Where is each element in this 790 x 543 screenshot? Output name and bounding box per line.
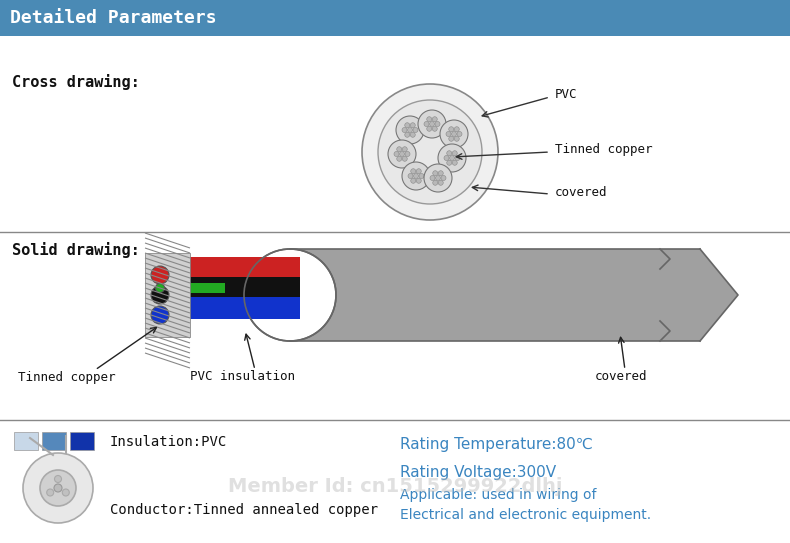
Circle shape [433, 171, 438, 176]
Circle shape [441, 175, 446, 180]
Text: Tinned copper: Tinned copper [555, 143, 653, 156]
Circle shape [457, 131, 462, 136]
Text: Rating Temperature:80℃: Rating Temperature:80℃ [400, 438, 592, 452]
Circle shape [40, 470, 76, 506]
Circle shape [378, 100, 482, 204]
Circle shape [402, 162, 430, 190]
Text: Member Id: cn1515299922dlhj: Member Id: cn1515299922dlhj [228, 477, 562, 496]
Bar [160, 283, 225, 293]
Circle shape [447, 151, 452, 156]
Circle shape [424, 164, 452, 192]
Circle shape [449, 127, 453, 132]
Circle shape [424, 122, 429, 127]
Bar [70, 432, 94, 450]
Circle shape [435, 122, 440, 127]
Circle shape [408, 128, 412, 132]
Circle shape [408, 174, 413, 179]
Circle shape [411, 169, 416, 174]
Circle shape [397, 147, 402, 151]
Circle shape [454, 127, 459, 132]
Circle shape [405, 151, 410, 156]
Polygon shape [700, 249, 738, 341]
Circle shape [438, 144, 466, 172]
Circle shape [440, 120, 468, 148]
Circle shape [430, 175, 435, 180]
Circle shape [244, 249, 336, 341]
Bar [42, 432, 66, 450]
Circle shape [410, 123, 416, 128]
Text: PVC insulation: PVC insulation [190, 370, 295, 383]
Circle shape [362, 84, 498, 220]
Circle shape [55, 476, 62, 483]
Text: PVC: PVC [555, 89, 577, 102]
Circle shape [397, 156, 402, 161]
Bar [145, 253, 190, 337]
Text: Electrical and electronic equipment.: Electrical and electronic equipment. [400, 508, 651, 522]
Bar [160, 257, 300, 277]
Bar [160, 277, 300, 297]
Bar [14, 432, 38, 450]
Circle shape [62, 489, 70, 496]
Circle shape [151, 266, 169, 284]
Circle shape [433, 180, 438, 185]
Circle shape [151, 306, 169, 324]
Bar [160, 297, 300, 319]
Circle shape [413, 128, 418, 132]
Circle shape [435, 175, 441, 180]
Circle shape [47, 489, 54, 496]
Circle shape [418, 110, 446, 138]
Circle shape [438, 180, 443, 185]
Circle shape [396, 116, 424, 144]
Circle shape [452, 131, 457, 136]
Circle shape [444, 155, 449, 161]
Circle shape [404, 123, 410, 128]
Bar [145, 253, 190, 337]
Text: covered: covered [595, 370, 648, 383]
Circle shape [427, 117, 432, 122]
Circle shape [452, 160, 457, 165]
Circle shape [455, 155, 460, 161]
Text: covered: covered [555, 186, 608, 199]
Circle shape [430, 122, 435, 127]
Text: Detailed Parameters: Detailed Parameters [10, 9, 216, 27]
Circle shape [419, 174, 424, 179]
Circle shape [400, 151, 404, 156]
Circle shape [432, 117, 437, 122]
Circle shape [450, 155, 454, 161]
Circle shape [446, 131, 451, 136]
Circle shape [404, 132, 410, 137]
Circle shape [432, 127, 437, 131]
Text: Solid drawing:: Solid drawing: [12, 242, 140, 258]
Circle shape [411, 178, 416, 184]
Text: Rating Voltage:300V: Rating Voltage:300V [400, 464, 556, 479]
Circle shape [402, 147, 408, 151]
Circle shape [388, 140, 416, 168]
Circle shape [394, 151, 399, 156]
Circle shape [410, 132, 416, 137]
Text: Cross drawing:: Cross drawing: [12, 74, 140, 90]
Bar [0, 0, 790, 36]
Circle shape [427, 127, 432, 131]
Circle shape [416, 178, 421, 184]
Circle shape [151, 286, 169, 304]
Circle shape [449, 136, 453, 141]
Text: Applicable: used in wiring of: Applicable: used in wiring of [400, 488, 596, 502]
Circle shape [402, 128, 407, 132]
Circle shape [438, 171, 443, 176]
Circle shape [402, 156, 408, 161]
Bar [290, 249, 700, 341]
Text: Conductor:Tinned annealed copper: Conductor:Tinned annealed copper [110, 503, 378, 517]
Circle shape [452, 151, 457, 156]
Text: Insulation:PVC: Insulation:PVC [110, 435, 228, 449]
Circle shape [54, 484, 62, 492]
Circle shape [413, 174, 419, 179]
Text: Tinned copper: Tinned copper [18, 370, 115, 383]
Circle shape [416, 169, 421, 174]
Circle shape [454, 136, 459, 141]
Circle shape [23, 453, 93, 523]
Circle shape [447, 160, 452, 165]
Circle shape [156, 283, 164, 293]
